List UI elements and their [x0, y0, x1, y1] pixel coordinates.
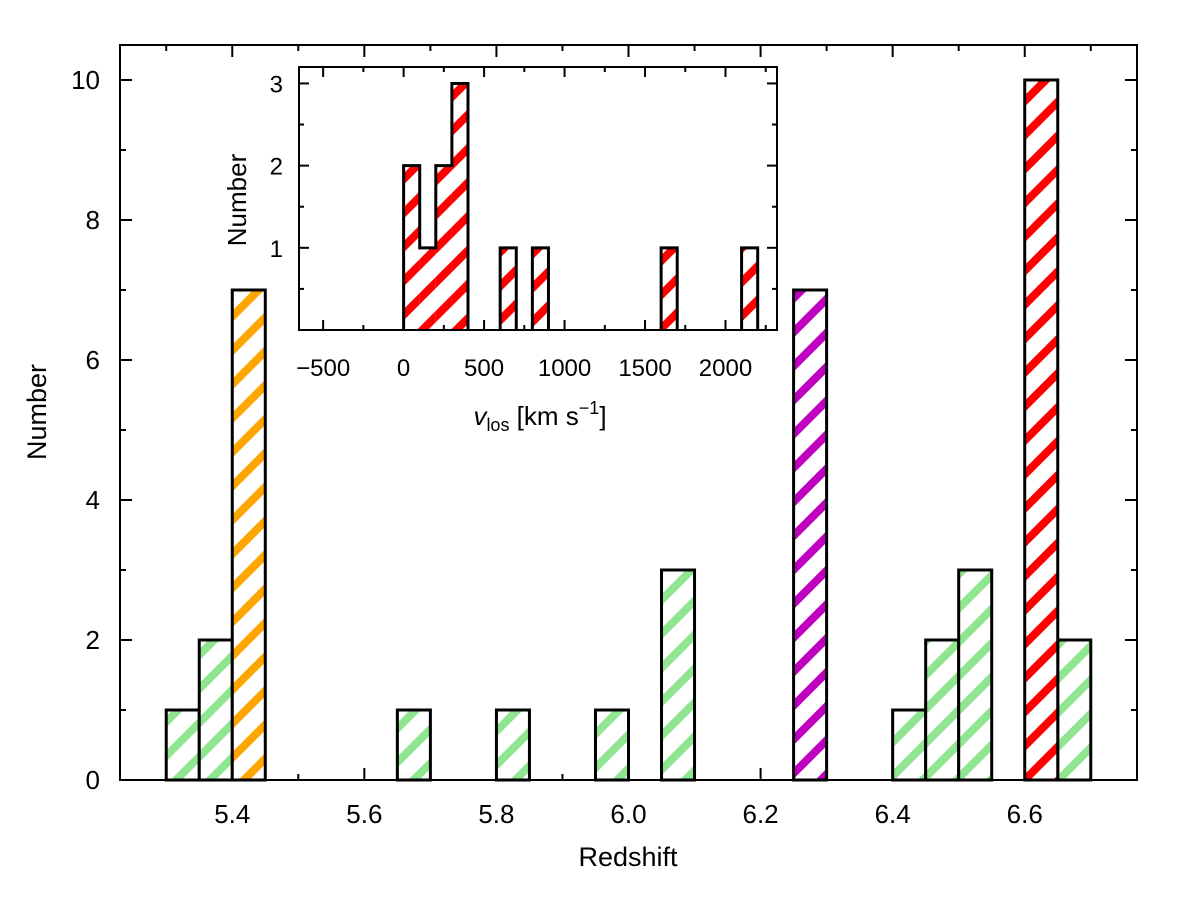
y-tick-label: 6: [86, 345, 100, 375]
x-tick-label: 6.2: [742, 799, 778, 829]
inset-bar-v100: [419, 247, 436, 330]
inset-bar-v0: [403, 165, 420, 330]
bar-z5.40: [230, 288, 267, 782]
inset-bar-v2100: [741, 247, 758, 330]
inset-bar-v1600: [661, 247, 678, 330]
inset-bar-outline: [498, 246, 518, 330]
inset-bar-outline: [530, 246, 550, 330]
inset-x-tick-label: 500: [464, 355, 504, 382]
inset-bar-v600: [500, 247, 517, 330]
inset-x-axis-superscript: −1: [579, 398, 600, 418]
inset-x-tick-labels: −500 0 500 1000 1500 2000: [296, 355, 752, 382]
inset-x-tick-label: 1500: [618, 355, 671, 382]
inset-x-axis-title: vlos [km s−1]: [473, 398, 606, 435]
bar-z6.65: [1056, 638, 1093, 782]
inset-bar-v200: [435, 165, 452, 330]
main-bars: [164, 78, 1093, 782]
y-tick-label: 0: [86, 765, 100, 795]
inset-x-axis-unit: [km s: [509, 401, 578, 431]
inset-x-axis-unit-end: ]: [599, 401, 606, 431]
bar-z6.60: [1023, 78, 1060, 782]
bar-z6.45: [924, 638, 961, 782]
inset-x-axis-subscript: los: [486, 415, 509, 435]
inset-ticks: [299, 67, 777, 330]
inset-bar-outline: [402, 81, 470, 330]
inset-bar-outline: [659, 246, 679, 330]
bar-z6.50: [957, 568, 994, 782]
x-tick-label: 5.8: [478, 799, 514, 829]
inset-histogram: −500 0 500 1000 1500 2000 1 2 3 vlos [km s−1] N…: [222, 66, 778, 435]
inset-y-tick-label: 2: [270, 154, 283, 181]
main-x-axis-title: Redshift: [578, 842, 678, 872]
x-tick-label: 6.6: [1007, 799, 1043, 829]
inset-x-axis-symbol: v: [473, 401, 488, 431]
bar-z6.25: [792, 288, 829, 782]
y-tick-label: 8: [86, 205, 100, 235]
x-tick-label: 5.4: [214, 799, 250, 829]
bar-z5.65: [395, 708, 432, 782]
inset-bar-outline: [740, 246, 760, 330]
inset-bar-v300: [451, 83, 468, 330]
y-tick-label: 10: [71, 65, 100, 95]
inset-y-tick-label: 3: [270, 71, 283, 98]
bar-z5.35: [197, 638, 234, 782]
inset-y-axis-title: Number: [222, 153, 252, 246]
bar-z5.30: [164, 708, 201, 782]
inset-x-tick-label: 0: [397, 355, 410, 382]
inset-bars: [402, 81, 760, 330]
x-tick-label: 6.0: [610, 799, 646, 829]
inset-x-tick-label: 2000: [699, 355, 752, 382]
inset-plot-frame: [298, 66, 778, 331]
inset-x-tick-label: −500: [296, 355, 350, 382]
x-tick-label: 5.6: [346, 799, 382, 829]
main-y-axis-title: Number: [22, 364, 52, 460]
inset-y-tick-label: 1: [270, 236, 283, 263]
inset-bar-v800: [532, 247, 549, 330]
inset-y-tick-labels: 1 2 3: [270, 71, 283, 262]
bar-z6.05: [660, 568, 697, 782]
bar-z5.80: [494, 708, 531, 782]
main-ticks: [120, 45, 1137, 781]
bar-z5.95: [593, 708, 631, 782]
x-tick-label: 6.4: [875, 799, 911, 829]
bar-z6.40: [891, 708, 928, 782]
main-x-tick-labels: 5.4 5.6 5.8 6.0 6.2 6.4 6.6: [214, 799, 1043, 829]
inset-x-tick-label: 1000: [538, 355, 591, 382]
y-tick-label: 4: [86, 485, 100, 515]
main-y-tick-labels: 0 2 4 6 8 10: [71, 65, 100, 795]
y-tick-label: 2: [86, 625, 100, 655]
